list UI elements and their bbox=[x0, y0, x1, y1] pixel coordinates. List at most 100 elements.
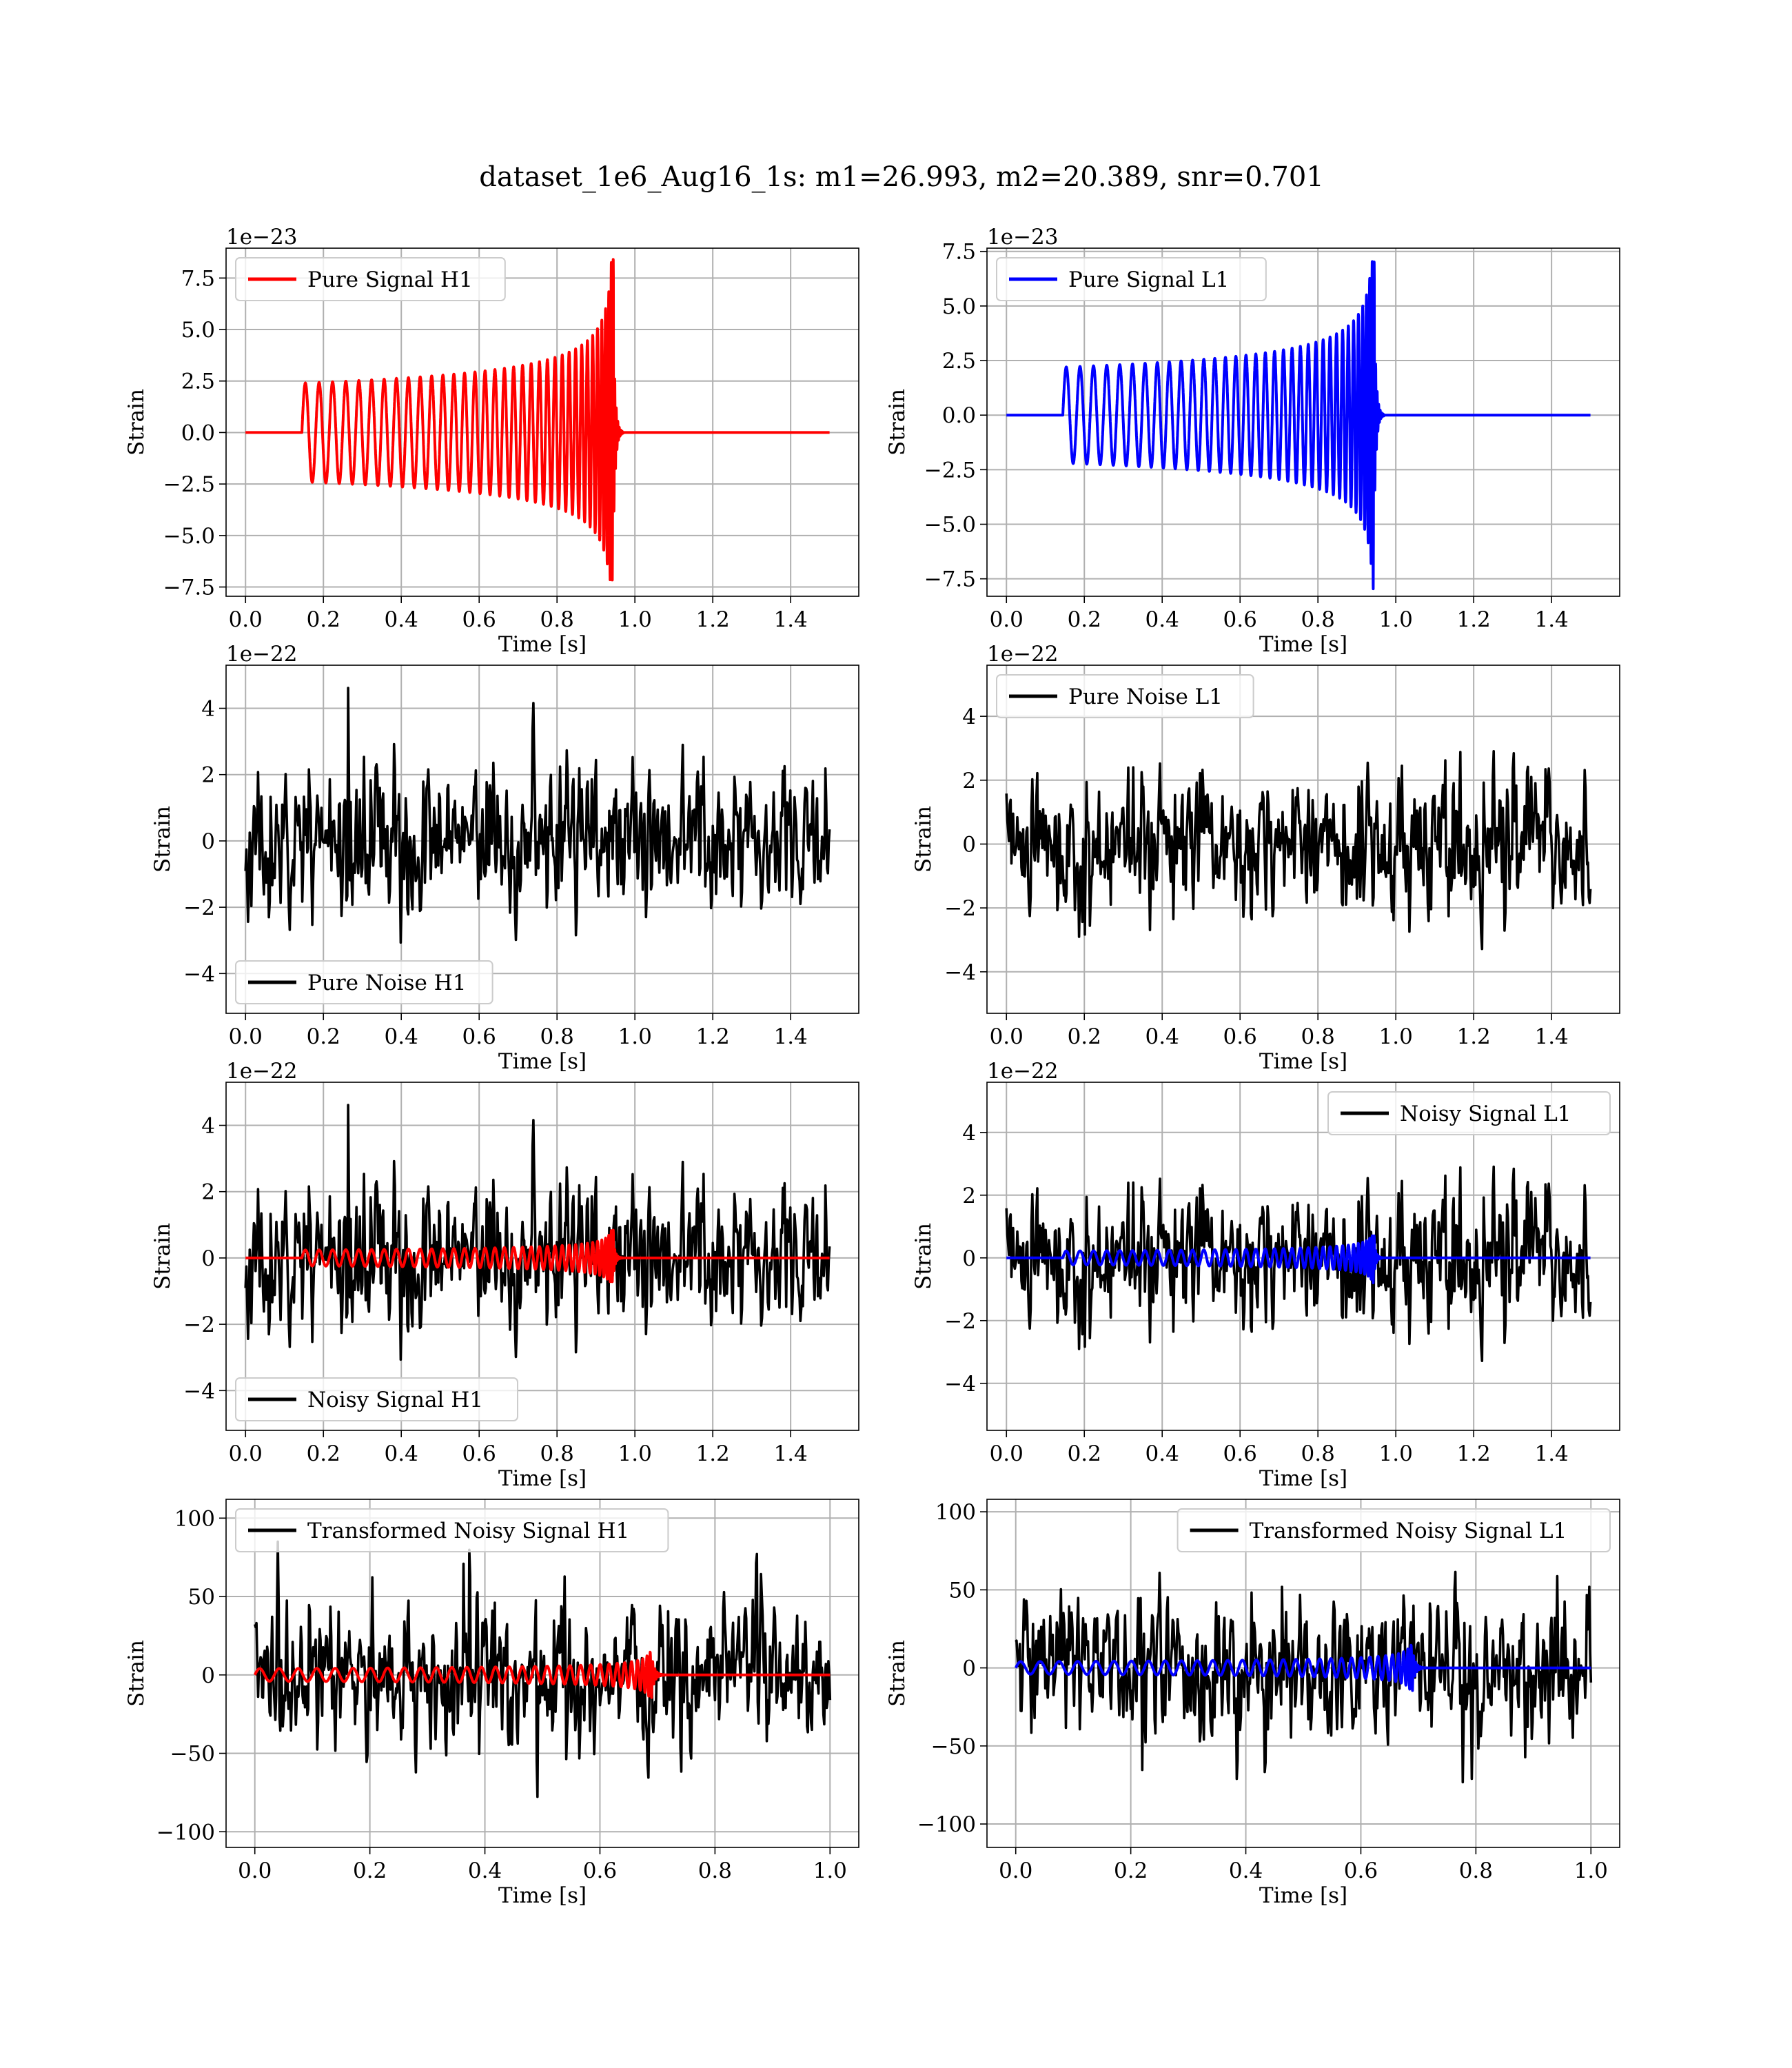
x-tick-label: 0.8 bbox=[540, 1024, 574, 1049]
axes-frame bbox=[225, 1082, 859, 1431]
x-tick-label: 1.2 bbox=[1456, 1441, 1490, 1466]
legend-label: Noisy Signal L1 bbox=[1400, 1102, 1571, 1126]
grid bbox=[226, 248, 859, 596]
x-tick-label: 0.6 bbox=[1223, 1024, 1257, 1049]
legend-label: Pure Signal L1 bbox=[1068, 267, 1229, 292]
y-tick-label: 2 bbox=[201, 1180, 215, 1205]
legend: Pure Noise H1 bbox=[235, 960, 493, 1004]
y-tick-label: 2.5 bbox=[181, 369, 215, 394]
legend-label: Transformed Noisy Signal H1 bbox=[307, 1519, 629, 1543]
x-tick-label: 0.2 bbox=[307, 1024, 340, 1049]
x-tick-label: 1.2 bbox=[695, 1024, 729, 1049]
series-group bbox=[244, 258, 831, 582]
y-tick-label: −4 bbox=[944, 1372, 976, 1397]
legend-label: Pure Noise H1 bbox=[307, 971, 466, 995]
x-tick-label: 0.6 bbox=[462, 1024, 496, 1049]
x-tick-label: 0.4 bbox=[1229, 1858, 1263, 1883]
y-offset-label: 1e−22 bbox=[226, 1059, 298, 1084]
x-tick-label: 0.0 bbox=[238, 1858, 272, 1883]
x-tick-label: 0.6 bbox=[462, 607, 496, 632]
y-tick-label: −2.5 bbox=[924, 458, 976, 483]
figure-title: dataset_1e6_Aug16_1s: m1=26.993, m2=20.3… bbox=[479, 161, 1324, 193]
x-tick-label: 0.4 bbox=[385, 607, 418, 632]
y-tick-label: 2 bbox=[962, 1184, 976, 1208]
series-group bbox=[1005, 1165, 1592, 1362]
y-tick-label: −5.0 bbox=[924, 513, 976, 538]
x-tick-label: 0.2 bbox=[1114, 1858, 1148, 1883]
subplot-2: 0.0 0.2 0.4 0.6 0.8 1.0 1.2 1.4 −7.5 −5.0 −2.5 0.0 2… bbox=[885, 225, 1620, 657]
y-axis-label: Strain bbox=[911, 1223, 936, 1290]
series-line-1 bbox=[1005, 260, 1592, 591]
x-tick-label: 0.4 bbox=[1146, 1024, 1179, 1049]
y-tick-label: −4 bbox=[183, 962, 215, 986]
y-axis-label: Strain bbox=[150, 1223, 175, 1290]
y-tick-label: −4 bbox=[944, 960, 976, 985]
series-line-2 bbox=[1005, 1234, 1592, 1284]
x-tick-label: 1.2 bbox=[695, 1441, 729, 1466]
series-line-1 bbox=[244, 1104, 831, 1361]
y-tick-label: −100 bbox=[917, 1812, 976, 1837]
x-tick-label: 1.2 bbox=[1456, 607, 1490, 632]
y-tick-label: −2 bbox=[944, 896, 976, 921]
legend-frame bbox=[996, 674, 1254, 718]
axes-frame bbox=[225, 247, 859, 597]
y-tick-label: 0 bbox=[962, 1656, 976, 1681]
x-tick-label: 0.2 bbox=[307, 607, 340, 632]
x-tick-label: 1.4 bbox=[773, 1441, 807, 1466]
y-tick-label: 0.0 bbox=[181, 420, 215, 445]
x-tick-label: 0.4 bbox=[1146, 607, 1179, 632]
x-tick-label: 0.6 bbox=[1344, 1858, 1378, 1883]
y-tick-label: 50 bbox=[949, 1578, 976, 1603]
x-tick-label: 1.0 bbox=[618, 1024, 652, 1049]
y-tick-label: 100 bbox=[935, 1500, 976, 1525]
y-tick-label: 0.0 bbox=[942, 403, 976, 428]
x-tick-label: 0.8 bbox=[1301, 607, 1335, 632]
x-tick-label: 1.4 bbox=[1534, 1024, 1568, 1049]
y-tick-label: 100 bbox=[174, 1506, 215, 1531]
x-axis-label: Time [s] bbox=[498, 1049, 587, 1074]
x-tick-label: 1.0 bbox=[813, 1858, 847, 1883]
legend: Pure Signal L1 bbox=[996, 257, 1267, 301]
y-tick-label: 4 bbox=[201, 697, 215, 722]
y-tick-label: 5.0 bbox=[942, 294, 976, 319]
y-tick-label: −7.5 bbox=[924, 567, 976, 592]
x-tick-label: 0.6 bbox=[1223, 1441, 1257, 1466]
x-tick-label: 1.0 bbox=[1574, 1858, 1608, 1883]
subplot-5: 0.0 0.2 0.4 0.6 0.8 1.0 1.2 1.4 −4 −2 0 2 4 Time [s] S… bbox=[150, 1059, 859, 1491]
x-tick-label: 0.4 bbox=[1146, 1441, 1179, 1466]
y-tick-label: −2 bbox=[944, 1309, 976, 1334]
y-tick-label: 4 bbox=[962, 704, 976, 729]
subplot-6: 0.0 0.2 0.4 0.6 0.8 1.0 1.2 1.4 −4 −2 0 2 4 Time [s] S… bbox=[911, 1059, 1620, 1491]
series-line-2 bbox=[244, 1228, 831, 1284]
series-line-1 bbox=[1005, 1165, 1592, 1362]
y-tick-label: 4 bbox=[201, 1114, 215, 1139]
x-tick-label: 1.0 bbox=[618, 1441, 652, 1466]
series-line-1 bbox=[244, 687, 831, 944]
x-axis-label: Time [s] bbox=[1259, 1883, 1347, 1908]
series-line-1 bbox=[1015, 1570, 1593, 1784]
x-tick-label: 0.6 bbox=[1223, 607, 1257, 632]
x-tick-label: 0.4 bbox=[385, 1024, 418, 1049]
legend-frame bbox=[1177, 1508, 1611, 1552]
y-tick-label: 4 bbox=[962, 1121, 976, 1146]
subplot-3: 0.0 0.2 0.4 0.6 0.8 1.0 1.2 1.4 −4 −2 0 2 4 Time [s] S… bbox=[150, 642, 859, 1074]
y-axis-label: Strain bbox=[911, 806, 936, 873]
series-group bbox=[1005, 750, 1592, 951]
x-tick-label: 0.4 bbox=[385, 1441, 418, 1466]
y-offset-label: 1e−23 bbox=[226, 225, 298, 250]
series-line-1 bbox=[1005, 750, 1592, 951]
x-tick-label: 0.6 bbox=[462, 1441, 496, 1466]
axes-frame bbox=[986, 247, 1620, 597]
x-tick-label: 0.0 bbox=[229, 1441, 263, 1466]
axes-frame bbox=[225, 1499, 859, 1848]
x-tick-label: 0.2 bbox=[307, 1441, 340, 1466]
legend-label: Pure Noise L1 bbox=[1068, 685, 1223, 709]
y-tick-label: −100 bbox=[156, 1820, 215, 1845]
series-line-1 bbox=[253, 1540, 832, 1798]
y-axis-label: Strain bbox=[124, 389, 149, 456]
y-tick-label: 0 bbox=[962, 1246, 976, 1271]
legend: Noisy Signal L1 bbox=[1327, 1091, 1611, 1135]
x-tick-label: 0.0 bbox=[229, 607, 263, 632]
x-tick-label: 1.4 bbox=[773, 1024, 807, 1049]
